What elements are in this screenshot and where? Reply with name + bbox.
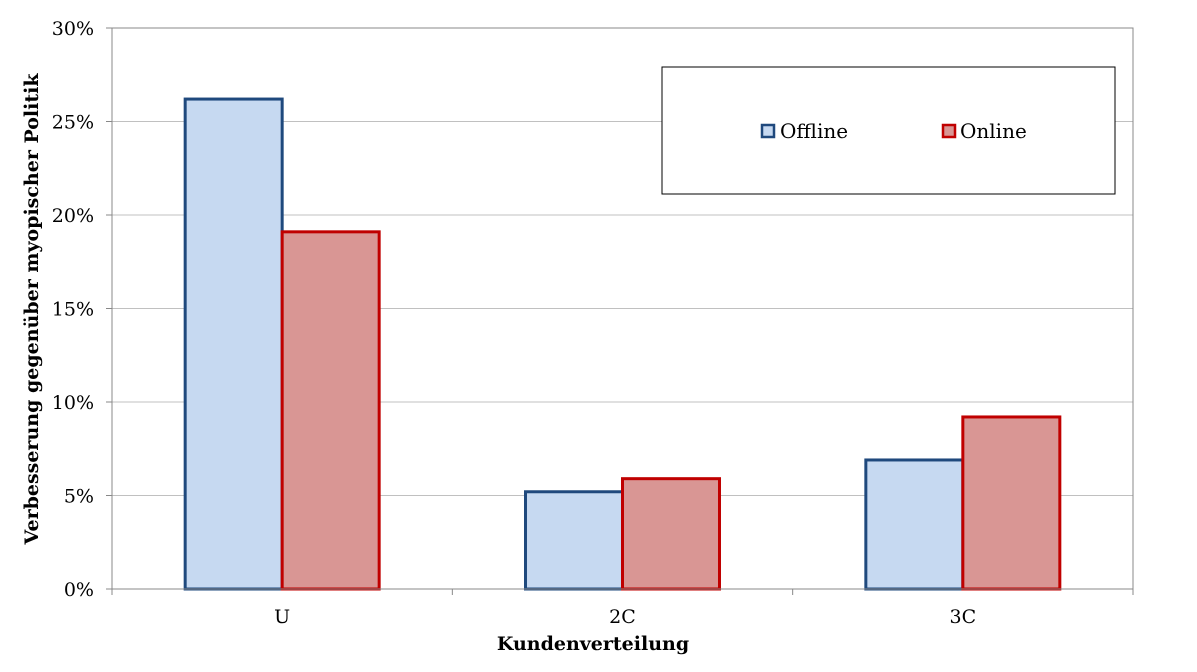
- bar-online-3c: [961, 415, 1062, 591]
- y-tick-label: 5%: [64, 486, 94, 508]
- y-tick-label: 25%: [52, 112, 94, 134]
- bar-online-2c: [621, 477, 721, 591]
- legend: Offline Online: [661, 66, 1116, 195]
- bars: [183, 97, 1062, 591]
- x-tick-labels: U 2C 3C: [274, 606, 976, 628]
- bar-offline-2c: [524, 490, 625, 591]
- y-tick-label: 20%: [52, 205, 94, 227]
- y-tick-label: 15%: [52, 299, 94, 321]
- y-axis-title: Verbesserung gegenüber myopischer Politi…: [21, 73, 43, 546]
- legend-swatch-online: [941, 123, 957, 139]
- x-tick-label: 2C: [609, 606, 636, 628]
- y-tick-label: 30%: [52, 18, 94, 40]
- y-tick-label: 0%: [64, 579, 94, 601]
- legend-label-online: Online: [960, 119, 1027, 143]
- legend-box: [661, 66, 1116, 195]
- bar-offline-3c: [864, 458, 965, 591]
- x-axis-title: Kundenverteilung: [497, 633, 689, 655]
- legend-swatch-offline: [760, 123, 776, 139]
- legend-label-offline: Offline: [780, 119, 848, 143]
- x-tick-label: 3C: [950, 606, 977, 628]
- bar-offline-u: [183, 97, 284, 591]
- y-tick-labels: 0% 5% 10% 15% 20% 25% 30%: [52, 18, 94, 601]
- x-tick-label: U: [274, 606, 290, 628]
- bar-online-u: [280, 230, 381, 591]
- axes: [106, 27, 1134, 595]
- y-tick-label: 10%: [52, 392, 94, 414]
